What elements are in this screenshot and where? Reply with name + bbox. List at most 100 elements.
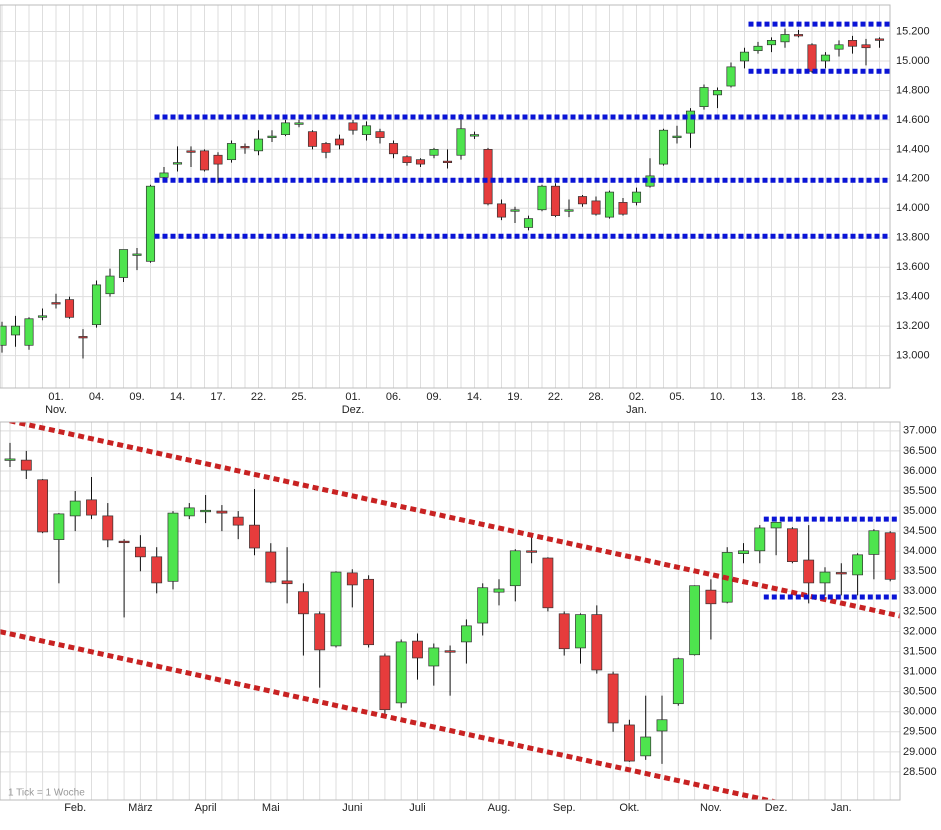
- y-tick-label: 32.000: [903, 625, 937, 637]
- x-tick-label: Dez.: [765, 802, 788, 814]
- panel: [0, 5, 890, 388]
- x-tick-label: 25.: [291, 391, 306, 403]
- candle-body: [477, 587, 489, 624]
- y-tick-label: 13.800: [896, 232, 930, 244]
- y-tick-label: 34.000: [903, 545, 937, 557]
- y-tick-label: 36.500: [903, 445, 937, 457]
- x-tick-label: 28.: [588, 391, 603, 403]
- candle-body: [200, 509, 212, 513]
- candle-body: [395, 641, 407, 704]
- trend-line: [0, 629, 779, 800]
- x-tick-label: 14.: [170, 391, 185, 403]
- y-tick-label: 13.600: [896, 261, 930, 273]
- candle-body: [86, 499, 97, 516]
- x-tick-label: 06.: [386, 391, 401, 403]
- y-tick-label: 14.000: [896, 202, 930, 214]
- y-tick-label: 29.000: [903, 746, 937, 758]
- candle-body: [145, 185, 156, 262]
- candle-body: [226, 143, 237, 161]
- candle-body: [460, 625, 472, 643]
- candle-body: [183, 507, 195, 517]
- candle-body: [281, 580, 293, 585]
- plot-frame: [0, 4, 891, 389]
- candle-body: [712, 90, 723, 96]
- candle-body: [558, 613, 570, 650]
- candle-body: [240, 146, 250, 149]
- x-tick-label: Aug.: [488, 802, 511, 814]
- y-tick-label: 31.000: [903, 665, 937, 677]
- candle-body: [835, 572, 847, 575]
- candle-body: [37, 479, 49, 533]
- candle-body: [575, 614, 586, 649]
- candle-body: [770, 521, 782, 529]
- candle-body: [726, 66, 736, 87]
- candle-body: [134, 546, 146, 558]
- candle-body: [820, 54, 831, 62]
- candle-body: [780, 34, 790, 43]
- x-tick-label: 17.: [210, 391, 225, 403]
- x-tick-label: 22.: [251, 391, 266, 403]
- plot-frame: [0, 421, 901, 801]
- candle-body: [232, 516, 244, 526]
- candle-body: [523, 218, 534, 228]
- x-tick-label: 04.: [89, 391, 104, 403]
- candle-body: [591, 614, 603, 671]
- y-tick-label: 15.000: [896, 55, 930, 67]
- candle-body: [51, 302, 61, 305]
- x-tick-label: 02.: [629, 391, 644, 403]
- y-tick-label: 35.500: [903, 485, 937, 497]
- candle-body: [249, 524, 260, 549]
- candle-body: [526, 550, 538, 553]
- candle-body: [672, 658, 684, 705]
- candle-body: [186, 150, 196, 153]
- y-tick-label: 37.000: [903, 425, 937, 437]
- candle-body: [738, 550, 749, 554]
- candle-body: [631, 191, 642, 203]
- candle-body: [510, 209, 520, 212]
- y-tick-label: 14.800: [896, 84, 930, 96]
- candle-body: [483, 149, 493, 205]
- x-tick-label: 14.: [467, 391, 482, 403]
- panel: [0, 422, 900, 800]
- candle-body: [151, 556, 163, 584]
- x-tick-label: 09.: [426, 391, 441, 403]
- candle-body: [591, 200, 601, 215]
- x-tick-label: Sep.: [553, 802, 576, 814]
- candle-body: [689, 585, 701, 656]
- candle-body: [607, 673, 619, 724]
- candle-body: [739, 51, 750, 62]
- candle-body: [766, 40, 777, 46]
- y-tick-label: 30.000: [903, 706, 937, 718]
- candle-body: [213, 154, 223, 165]
- y-tick-label: 28.500: [903, 766, 937, 778]
- candle-body: [69, 500, 81, 517]
- x-tick-label: Nov.: [700, 802, 722, 814]
- candle-body: [307, 131, 318, 147]
- candle-body: [402, 156, 412, 163]
- candle-body: [623, 724, 635, 762]
- trend-line: [3, 422, 900, 619]
- y-tick-label: 13.400: [896, 291, 930, 303]
- y-tick-label: 14.200: [896, 173, 930, 185]
- x-tick-label: 18.: [791, 391, 806, 403]
- candle-body: [658, 129, 669, 165]
- candle-body: [604, 191, 615, 218]
- candle-body: [314, 613, 326, 651]
- candle-body: [442, 160, 453, 163]
- y-tick-label: 15.200: [896, 25, 930, 37]
- x-tick-label: April: [195, 802, 217, 814]
- candle-body: [819, 571, 831, 584]
- candle-body: [672, 135, 682, 138]
- y-tick-label: 32.500: [903, 605, 937, 617]
- candle-body: [132, 253, 142, 256]
- candle-body: [537, 185, 547, 211]
- candle-body: [346, 572, 358, 586]
- candle-body: [280, 122, 291, 135]
- candle-body: [564, 209, 574, 212]
- candle-body: [550, 185, 561, 216]
- y-tick-label: 33.500: [903, 565, 937, 577]
- month-label: Dez.: [342, 404, 365, 416]
- y-tick-label: 14.400: [896, 143, 930, 155]
- candle-body: [699, 87, 709, 107]
- candle-body: [388, 143, 399, 155]
